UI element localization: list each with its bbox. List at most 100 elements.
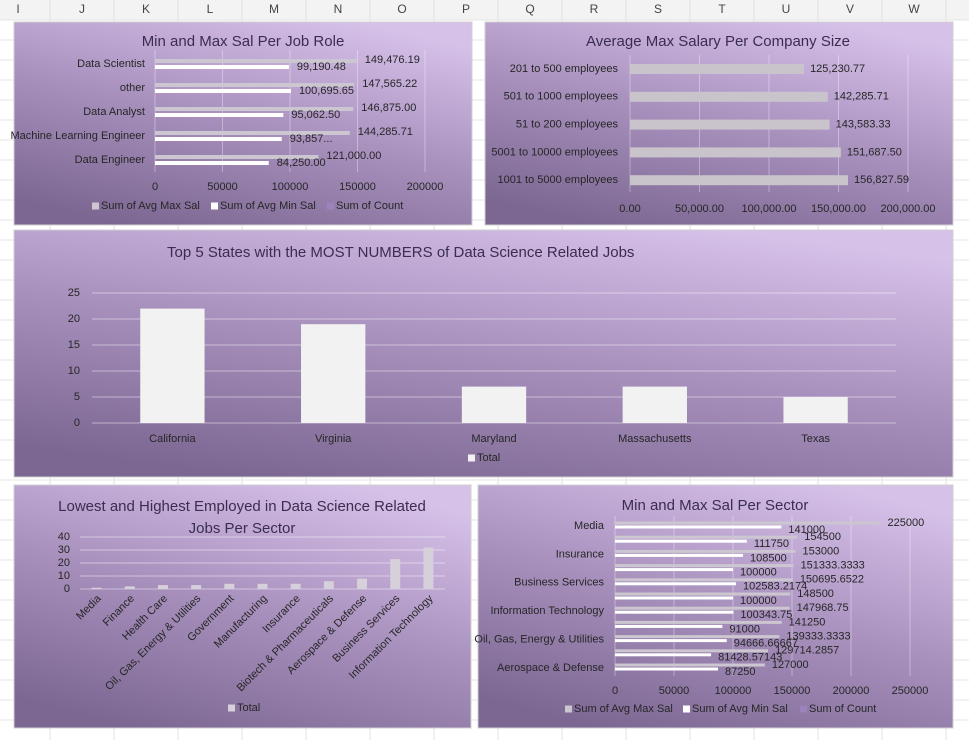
- category-label: Data Analyst: [83, 106, 145, 118]
- bar: [630, 175, 848, 186]
- column-header: J: [79, 2, 85, 16]
- bar: [615, 639, 727, 643]
- y-tick-label: 20: [58, 557, 70, 569]
- bar: [301, 324, 366, 423]
- data-label: 147,565.22: [362, 78, 417, 90]
- column-header: O: [397, 2, 406, 16]
- bar: [615, 582, 737, 586]
- chart-panel[interactable]: [13, 484, 472, 729]
- x-tick-label: 250000: [892, 685, 929, 697]
- chart-title: Min and Max Sal Per Sector: [622, 497, 809, 514]
- bar: [615, 596, 733, 600]
- x-tick-label: 0: [612, 685, 618, 697]
- category-label: Media: [574, 520, 605, 532]
- data-label: 87250: [725, 666, 756, 678]
- x-tick-label: 100,000.00: [741, 203, 796, 215]
- bar: [390, 559, 401, 589]
- data-label: 81428.57143: [718, 652, 782, 664]
- x-tick-label: 150000: [774, 685, 811, 697]
- data-label: 100000: [740, 567, 777, 579]
- y-tick-label: 20: [68, 313, 80, 325]
- bar: [615, 610, 734, 614]
- x-tick-label: 150000: [339, 181, 376, 193]
- legend-label: Sum of Avg Max Sal: [574, 703, 673, 715]
- bar: [615, 635, 780, 639]
- chart-title: Top 5 States with the MOST NUMBERS of Da…: [167, 244, 634, 261]
- category-label: Aerospace & Defense: [497, 662, 604, 674]
- bar: [157, 585, 168, 589]
- bar: [615, 667, 718, 671]
- x-tick-label: 200000: [407, 181, 444, 193]
- bar: [615, 578, 793, 582]
- data-label: 141000: [788, 524, 825, 536]
- category-label: Maryland: [471, 433, 516, 445]
- bar: [155, 59, 357, 63]
- data-label: 108500: [750, 552, 787, 564]
- data-label: 142,285.71: [834, 91, 889, 103]
- legend-label: Sum of Avg Min Sal: [220, 200, 316, 212]
- chart-panel[interactable]: [13, 21, 473, 226]
- y-tick-label: 10: [68, 365, 80, 377]
- legend-swatch: [92, 202, 99, 210]
- data-label: 95,062.50: [291, 109, 340, 121]
- data-label: 154500: [804, 531, 841, 543]
- column-header: T: [718, 2, 726, 16]
- bar: [615, 606, 790, 610]
- bar: [224, 583, 235, 589]
- x-tick-label: 50000: [207, 181, 238, 193]
- y-tick-label: 0: [64, 583, 70, 595]
- bar: [257, 583, 268, 589]
- data-label: 127000: [772, 659, 809, 671]
- data-label: 100000: [740, 595, 777, 607]
- data-label: 125,230.77: [810, 63, 865, 75]
- bar: [622, 386, 687, 423]
- bar: [290, 583, 301, 589]
- legend-swatch: [228, 704, 235, 712]
- data-label: 149,476.19: [365, 54, 420, 66]
- bar: [155, 131, 350, 135]
- category-label: 1001 to 5000 employees: [498, 174, 619, 186]
- bar: [615, 663, 765, 667]
- bar: [615, 620, 782, 624]
- column-header: N: [334, 2, 343, 16]
- bar: [630, 91, 828, 102]
- data-label: 151333.3333: [801, 560, 865, 572]
- legend-label: Total: [237, 702, 260, 714]
- legend-label: Sum of Count: [809, 703, 876, 715]
- data-label: 94666.66667: [734, 638, 798, 650]
- category-label: Information Technology: [490, 605, 604, 617]
- chart-title: Average Max Salary Per Company Size: [586, 33, 850, 50]
- data-label: 153000: [803, 545, 840, 557]
- bar: [615, 649, 769, 653]
- bar: [155, 83, 355, 87]
- data-label: 151,687.50: [847, 146, 902, 158]
- legend-label: Sum of Avg Min Sal: [692, 703, 788, 715]
- bar: [155, 107, 354, 111]
- category-label: Texas: [801, 433, 830, 445]
- bar: [155, 89, 291, 93]
- bar: [155, 161, 269, 165]
- bar: [615, 539, 747, 543]
- bar: [630, 64, 805, 74]
- data-label: 129714.2857: [775, 645, 839, 657]
- bar: [615, 564, 794, 568]
- column-header: S: [654, 2, 662, 16]
- bar: [357, 578, 368, 589]
- category-label: Business Services: [514, 577, 604, 589]
- category-label: 201 to 500 employees: [510, 63, 619, 75]
- legend-label: Sum of Avg Max Sal: [101, 200, 200, 212]
- data-label: 99,190.48: [297, 61, 346, 73]
- bar: [140, 308, 205, 423]
- data-label: 144,285.71: [358, 126, 413, 138]
- bar: [91, 587, 102, 589]
- data-label: 102583.2174: [743, 581, 807, 593]
- data-label: 150695.6522: [800, 574, 864, 586]
- y-tick-label: 5: [74, 391, 80, 403]
- data-label: 146,875.00: [361, 102, 416, 114]
- column-header: L: [207, 2, 214, 16]
- chart-title: Lowest and Highest Employed in Data Scie…: [58, 498, 426, 537]
- bar: [615, 653, 712, 657]
- data-label: 100,695.65: [299, 85, 354, 97]
- x-tick-label: 200,000.00: [880, 203, 935, 215]
